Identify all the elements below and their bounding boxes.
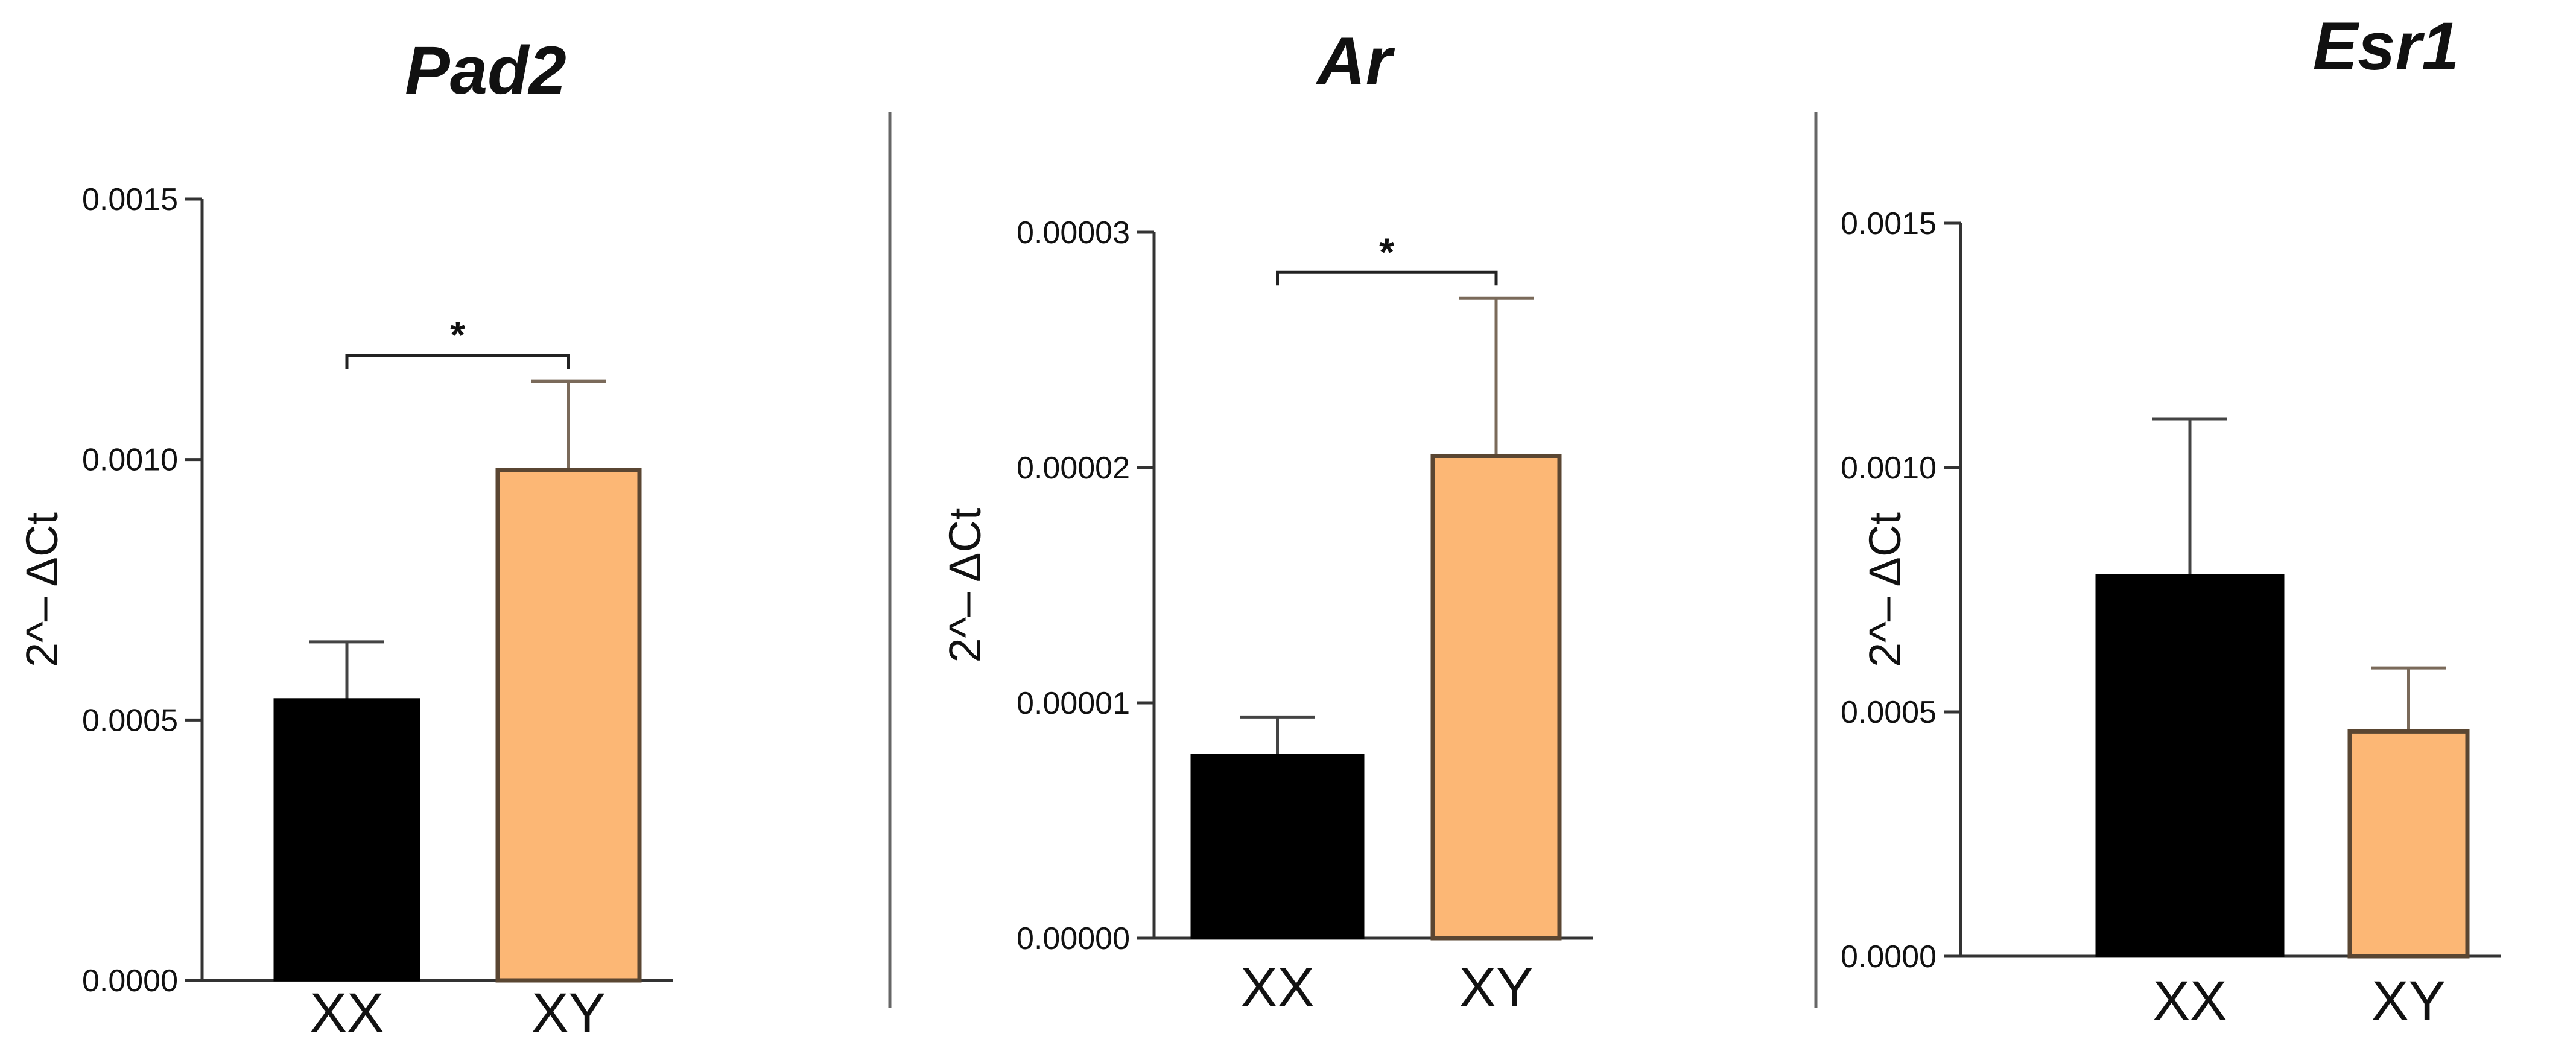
y-tick-label: 0.0005 — [82, 703, 178, 738]
bar-xy — [495, 468, 642, 983]
x-category-label: XY — [2371, 970, 2446, 1032]
y-axis-label: 2^– ΔCt — [17, 512, 67, 667]
y-tick-label: 0.0015 — [1841, 206, 1937, 241]
bar-xx — [273, 698, 420, 982]
y-tick-label: 0.00000 — [1017, 921, 1130, 956]
y-tick-label: 0.0010 — [82, 443, 178, 478]
bar-xy — [1430, 454, 1562, 941]
bar-xx — [1190, 754, 1365, 939]
y-tick-label: 0.0000 — [82, 964, 178, 999]
x-category-label: XY — [531, 982, 606, 1044]
significance-label: * — [450, 313, 465, 357]
charts-root: Pad2 2^– ΔCt 0.0000 0.0005 0.0010 0.0015 XX XY *… — [17, 8, 2501, 1044]
chart-panel-pad2: Pad2 2^– ΔCt 0.0000 0.0005 0.0010 0.0015 XX XY * — [17, 33, 673, 1044]
y-tick-label: 0.00003 — [1017, 215, 1130, 250]
y-axis-label: 2^– ΔCt — [1860, 512, 1910, 667]
y-tick-label: 0.0010 — [1841, 451, 1937, 486]
chart-title: Esr1 — [2313, 8, 2460, 84]
y-axis-label: 2^– ΔCt — [940, 507, 990, 662]
bar-xx — [2095, 574, 2285, 957]
significance-bracket — [345, 354, 570, 369]
x-category-label: XY — [1459, 957, 1534, 1018]
chart-panel-ar: Ar 2^– ΔCt 0.00000 0.00001 0.00002 0.00003 XX X… — [940, 24, 1593, 1018]
significance-label: * — [1379, 230, 1394, 273]
significance-bracket — [1276, 270, 1498, 286]
y-tick-label: 0.00002 — [1017, 451, 1130, 486]
y-tick-label: 0.00001 — [1017, 686, 1130, 721]
x-category-label: XX — [310, 982, 384, 1044]
y-tick-label: 0.0005 — [1841, 695, 1937, 730]
chart-title: Ar — [1315, 24, 1395, 99]
chart-panel-esr1: Esr1 2^– ΔCt 0.0000 0.0005 0.0010 0.0015 XX XY — [1841, 8, 2501, 1032]
y-tick-label: 0.0015 — [82, 182, 178, 217]
chart-title: Pad2 — [405, 33, 566, 108]
x-category-label: XX — [2153, 970, 2227, 1032]
y-tick-label: 0.0000 — [1841, 939, 1937, 974]
x-category-label: XX — [1240, 957, 1315, 1018]
bar-xy — [2347, 729, 2470, 959]
